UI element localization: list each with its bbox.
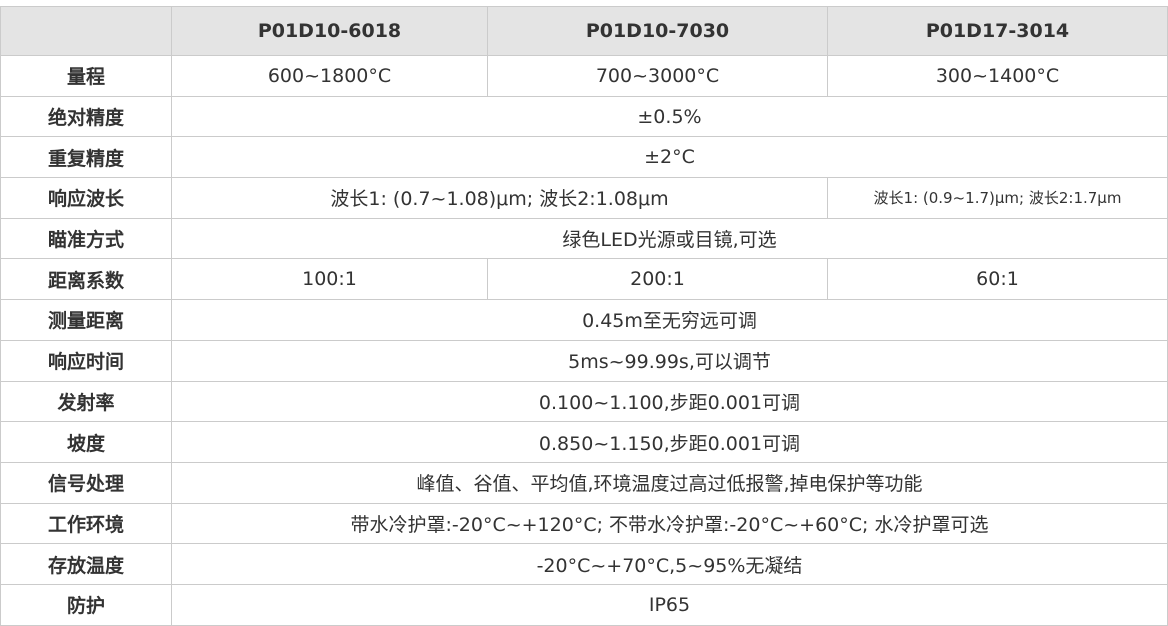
row-label: 距离系数 [0, 258, 172, 301]
table-row-working-environment: 工作环境 带水冷护罩:-20°C~+120°C; 不带水冷护罩:-20°C~+6… [0, 502, 1168, 545]
row-label: 发射率 [0, 380, 172, 423]
spec-value: 0.100~1.100,步距0.001可调 [171, 380, 1168, 423]
row-label: 响应时间 [0, 339, 172, 382]
header-corner-cell [0, 6, 172, 56]
spec-value: 60:1 [827, 258, 1168, 301]
table-row-aiming-method: 瞄准方式 绿色LED光源或目镜,可选 [0, 217, 1168, 260]
column-header-model-3: P01D17-3014 [827, 6, 1168, 56]
table-row-response-wavelength: 响应波长 波长1: (0.7~1.08)μm; 波长2:1.08μm 波长1: … [0, 177, 1168, 219]
row-label: 量程 [0, 55, 172, 97]
table-row-signal-processing: 信号处理 峰值、谷值、平均值,环境温度过高过低报警,掉电保护等功能 [0, 461, 1168, 504]
row-label: 瞄准方式 [0, 217, 172, 260]
spec-table-body: 量程 600~1800°C 700~3000°C 300~1400°C 绝对精度… [0, 55, 1168, 626]
spec-value: 波长1: (0.9~1.7)μm; 波长2:1.7μm [827, 177, 1168, 219]
spec-value: -20°C~+70°C,5~95%无凝结 [171, 543, 1168, 585]
spec-value: 300~1400°C [827, 55, 1168, 97]
table-row-repeat-accuracy: 重复精度 ±2°C [0, 136, 1168, 179]
row-label: 响应波长 [0, 177, 172, 219]
column-header-model-2: P01D10-7030 [487, 6, 828, 56]
column-header-model-1: P01D10-6018 [171, 6, 488, 56]
table-row-slope: 坡度 0.850~1.150,步距0.001可调 [0, 421, 1168, 463]
spec-value: ±2°C [171, 136, 1168, 179]
spec-table: P01D10-6018 P01D10-7030 P01D17-3014 量程 6… [0, 6, 1168, 626]
row-label: 信号处理 [0, 461, 172, 504]
table-row-distance-factor: 距离系数 100:1 200:1 60:1 [0, 258, 1168, 301]
spec-value: ±0.5% [171, 95, 1168, 138]
spec-value: 700~3000°C [487, 55, 828, 97]
table-row-response-time: 响应时间 5ms~99.99s,可以调节 [0, 339, 1168, 382]
spec-value: 0.850~1.150,步距0.001可调 [171, 421, 1168, 463]
spec-value: 600~1800°C [171, 55, 488, 97]
spec-value: 带水冷护罩:-20°C~+120°C; 不带水冷护罩:-20°C~+60°C; … [171, 502, 1168, 545]
spec-value: IP65 [171, 583, 1168, 626]
row-label: 重复精度 [0, 136, 172, 179]
table-row-absolute-accuracy: 绝对精度 ±0.5% [0, 95, 1168, 138]
table-row-measuring-distance: 测量距离 0.45m至无穷远可调 [0, 299, 1168, 341]
spec-value: 5ms~99.99s,可以调节 [171, 339, 1168, 382]
spec-table-header: P01D10-6018 P01D10-7030 P01D17-3014 [0, 6, 1168, 56]
spec-value: 200:1 [487, 258, 828, 301]
row-label: 坡度 [0, 421, 172, 463]
spec-value: 100:1 [171, 258, 488, 301]
row-label: 绝对精度 [0, 95, 172, 138]
table-row-emissivity: 发射率 0.100~1.100,步距0.001可调 [0, 380, 1168, 423]
table-row-storage-temperature: 存放温度 -20°C~+70°C,5~95%无凝结 [0, 543, 1168, 585]
table-row-protection-rating: 防护 IP65 [0, 583, 1168, 626]
row-label: 测量距离 [0, 299, 172, 341]
spec-value: 波长1: (0.7~1.08)μm; 波长2:1.08μm [171, 177, 828, 219]
row-label: 工作环境 [0, 502, 172, 545]
spec-value: 0.45m至无穷远可调 [171, 299, 1168, 341]
table-row-range: 量程 600~1800°C 700~3000°C 300~1400°C [0, 55, 1168, 97]
spec-value: 峰值、谷值、平均值,环境温度过高过低报警,掉电保护等功能 [171, 461, 1168, 504]
spec-value: 绿色LED光源或目镜,可选 [171, 217, 1168, 260]
header-row: P01D10-6018 P01D10-7030 P01D17-3014 [0, 6, 1168, 56]
row-label: 防护 [0, 583, 172, 626]
row-label: 存放温度 [0, 543, 172, 585]
